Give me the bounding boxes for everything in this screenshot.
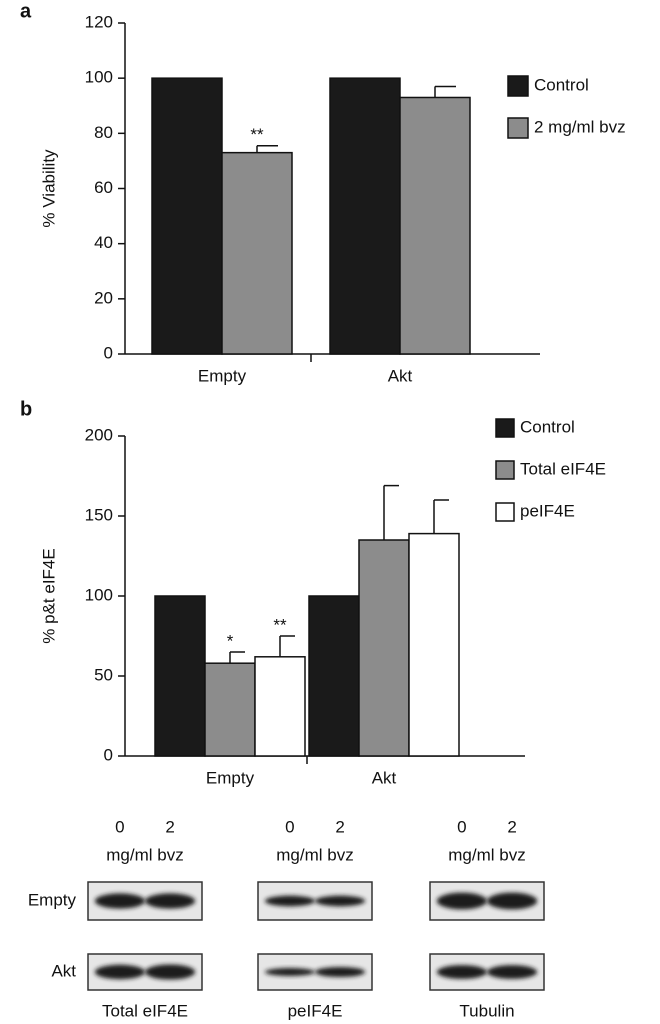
- panel-label: a: [20, 0, 32, 22]
- y-tick-label: 100: [85, 68, 113, 87]
- lane-label: 0: [115, 817, 124, 836]
- lane-label: 2: [335, 817, 344, 836]
- lane-label: 0: [285, 817, 294, 836]
- blot-band: [315, 967, 365, 977]
- x-tick-label: Empty: [198, 366, 247, 385]
- significance: *: [227, 631, 234, 650]
- blot-band: [437, 893, 487, 910]
- bar: [409, 534, 459, 756]
- x-tick-label: Akt: [372, 768, 397, 787]
- bar: [155, 596, 205, 756]
- blot-band: [487, 965, 537, 979]
- bar: [400, 97, 470, 354]
- bar: [222, 153, 292, 354]
- blot-band: [487, 893, 537, 910]
- blot-band: [95, 965, 145, 979]
- y-tick-label: 0: [104, 745, 113, 764]
- error-bar: [230, 652, 245, 663]
- blot-band: [315, 896, 365, 907]
- y-tick-label: 80: [94, 123, 113, 142]
- blot-name: Tubulin: [459, 1001, 514, 1020]
- blot-name: peIF4E: [288, 1001, 343, 1020]
- y-tick-label: 200: [85, 425, 113, 444]
- dose-unit: mg/ml bvz: [448, 845, 525, 864]
- dose-unit: mg/ml bvz: [106, 845, 183, 864]
- x-tick-label: Empty: [206, 768, 255, 787]
- legend-label: 2 mg/ml bvz: [534, 117, 626, 136]
- blot-band: [95, 893, 145, 908]
- lane-label: 0: [457, 817, 466, 836]
- y-axis-label: % Viability: [39, 149, 58, 228]
- legend-label: peIF4E: [520, 501, 575, 520]
- error-bar: [435, 86, 456, 97]
- error-bar: [280, 636, 295, 657]
- y-tick-label: 150: [85, 505, 113, 524]
- error-bar: [257, 146, 278, 153]
- blot-band: [145, 964, 195, 979]
- legend-swatch: [496, 461, 514, 479]
- y-tick-label: 0: [104, 343, 113, 362]
- legend-swatch: [496, 503, 514, 521]
- y-tick-label: 100: [85, 585, 113, 604]
- legend-label: Control: [534, 75, 589, 94]
- y-tick-label: 20: [94, 288, 113, 307]
- legend-swatch: [508, 76, 528, 96]
- row-label: Akt: [51, 961, 76, 980]
- x-tick-label: Akt: [388, 366, 413, 385]
- bar: [359, 540, 409, 756]
- row-label: Empty: [28, 890, 77, 909]
- blot-band: [265, 896, 315, 907]
- panel-label: b: [20, 398, 32, 420]
- blot-name: Total eIF4E: [102, 1001, 188, 1020]
- lane-label: 2: [165, 817, 174, 836]
- blot-band: [265, 968, 315, 976]
- y-tick-label: 120: [85, 12, 113, 31]
- legend-label: Total eIF4E: [520, 459, 606, 478]
- legend-swatch: [508, 118, 528, 138]
- legend-label: Control: [520, 417, 575, 436]
- significance: **: [250, 125, 264, 144]
- bar: [330, 78, 400, 354]
- bar: [152, 78, 222, 354]
- dose-unit: mg/ml bvz: [276, 845, 353, 864]
- error-bar: [384, 486, 399, 540]
- blot-band: [145, 893, 195, 908]
- y-tick-label: 40: [94, 233, 113, 252]
- figure: a% Viability020406080100120EmptyAktContr…: [0, 0, 660, 1024]
- lane-label: 2: [507, 817, 516, 836]
- y-tick-label: 60: [94, 178, 113, 197]
- bar: [255, 657, 305, 756]
- bar: [205, 663, 255, 756]
- y-tick-label: 50: [94, 665, 113, 684]
- y-axis-label: % p&t eIF4E: [39, 548, 58, 643]
- error-bar: [434, 500, 449, 534]
- bar: [309, 596, 359, 756]
- blot-band: [437, 965, 487, 979]
- significance: **: [273, 615, 287, 634]
- legend-swatch: [496, 419, 514, 437]
